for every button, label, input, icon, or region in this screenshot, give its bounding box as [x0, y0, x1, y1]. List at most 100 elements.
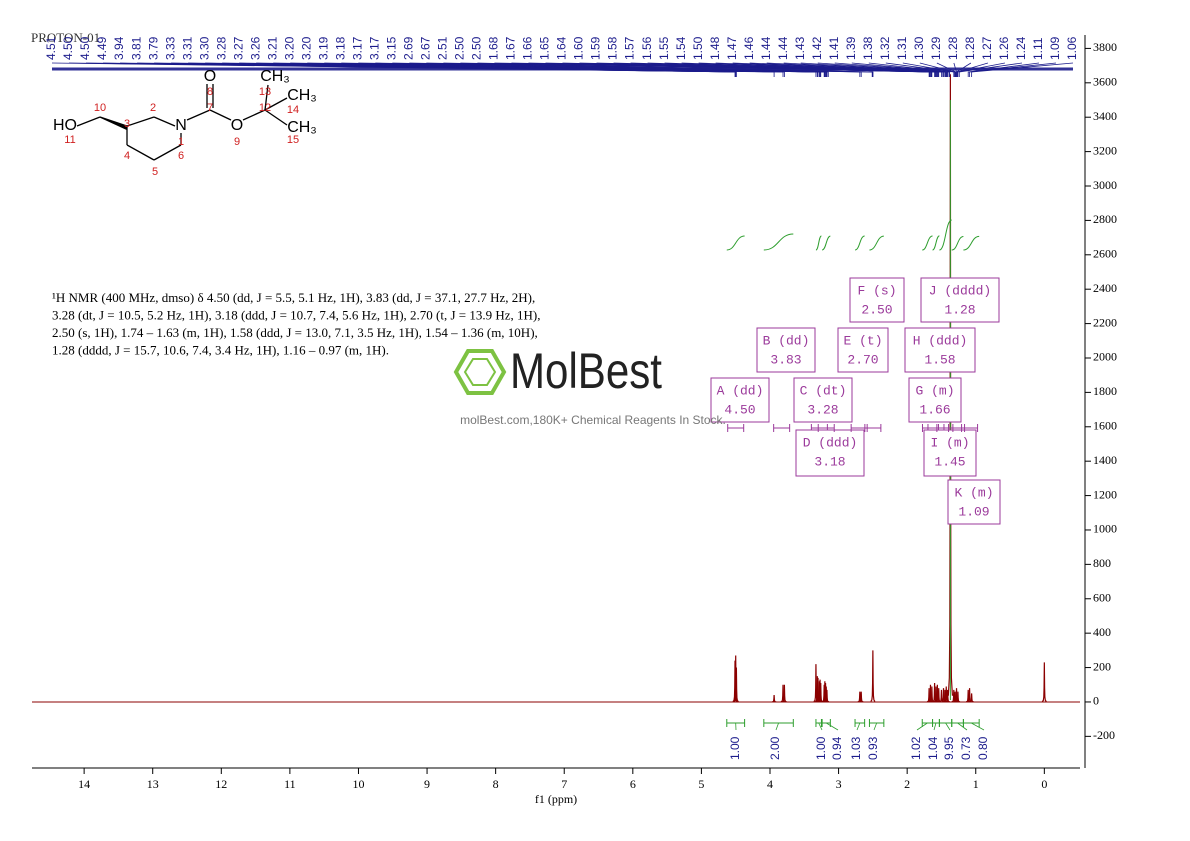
peak-label: 1.41 [827, 36, 841, 60]
integral-tick [945, 722, 951, 731]
multiplet-name: B (dd) [763, 333, 810, 348]
peak-label: 1.65 [538, 36, 552, 60]
watermark-logo [453, 349, 507, 395]
y-tick-label: 800 [1093, 556, 1111, 570]
peak-label: 1.11 [1031, 37, 1045, 60]
peak [967, 688, 972, 703]
y-tick-label: 1400 [1093, 453, 1117, 467]
y-tick-label: 2600 [1093, 247, 1117, 261]
molecule-bonds [76, 84, 288, 161]
integral-bracket [868, 719, 885, 727]
y-tick-label: 0 [1093, 694, 1099, 708]
peak-label: 1.06 [1065, 36, 1079, 60]
atom-number: 5 [152, 166, 158, 178]
peak-label: 2.50 [470, 36, 484, 60]
y-tick-label: 2200 [1093, 315, 1117, 329]
x-tick-label: 7 [561, 777, 567, 791]
multiplet-range [773, 424, 791, 432]
peak-label: 3.20 [282, 36, 296, 60]
integral-curve [951, 236, 964, 251]
multiplet-name: H (ddd) [913, 333, 968, 348]
peak-label: 1.42 [810, 36, 824, 60]
y-tick-label: 3400 [1093, 109, 1117, 123]
peak-label: 1.46 [742, 36, 756, 60]
atom-label: O [204, 68, 216, 85]
peak-label: 3.17 [350, 36, 364, 60]
peak-label: 1.26 [997, 36, 1011, 60]
peak-leader [958, 62, 1023, 77]
atom-label: N [175, 117, 187, 134]
integral-label: 0.94 [830, 736, 844, 760]
integral-label: 1.03 [849, 736, 863, 760]
x-tick-label: 6 [630, 777, 636, 791]
multiplet-range [961, 424, 979, 432]
x-tick-label: 14 [78, 777, 90, 791]
peak-label: 2.67 [419, 36, 433, 60]
peak-label: 1.48 [708, 36, 722, 60]
atom-number: 8 [207, 86, 213, 98]
integral-curve [869, 235, 884, 251]
x-tick-label: 1 [973, 777, 979, 791]
peak-label: 3.81 [129, 36, 143, 60]
peak-label: 3.94 [112, 36, 126, 60]
atom-number: 6 [178, 150, 184, 162]
integral-curve [763, 233, 794, 251]
peak-label: 1.32 [878, 36, 892, 60]
peak-label: 3.18 [333, 36, 347, 60]
peak-label: 3.30 [197, 36, 211, 60]
multiplet-box [837, 327, 889, 373]
atom-number: 10 [94, 102, 106, 114]
nmr-description: 1.28 (dddd, J = 15.7, 10.6, 7.4, 3.4 Hz,… [52, 342, 389, 357]
atom-number: 9 [234, 136, 240, 148]
peak-label: 1.39 [844, 36, 858, 60]
y-tick-label: 3000 [1093, 178, 1117, 192]
nmr-description: ¹H NMR (400 MHz, dmso) δ 4.50 (dd, J = 5… [52, 290, 535, 305]
peak-leader [392, 62, 829, 77]
peak-label: 1.56 [640, 36, 654, 60]
peak-label: 1.44 [776, 36, 790, 60]
integral-tick [957, 722, 968, 731]
peak [771, 695, 777, 703]
multiplet-name: J (dddd) [929, 283, 991, 298]
multiplet-name: F (s) [857, 283, 896, 298]
x-tick-label: 4 [767, 777, 773, 791]
integral-curve [726, 235, 745, 251]
integral-bracket [854, 719, 866, 727]
multiplet-range [727, 424, 745, 432]
peak [824, 689, 830, 703]
integral-curve [815, 235, 822, 251]
peak-leader [967, 62, 1040, 77]
x-tick-label: 10 [352, 777, 364, 791]
x-axis-label: f1 (ppm) [535, 792, 577, 806]
peak-leader [969, 62, 1057, 77]
x-tick-label: 5 [698, 777, 704, 791]
peak [818, 683, 824, 703]
y-tick-label: 2000 [1093, 350, 1117, 364]
peak [936, 688, 941, 703]
atom-label: O [231, 117, 243, 134]
atom-label: HO [53, 117, 77, 134]
multiplet-range [817, 424, 835, 432]
peak [733, 667, 739, 703]
peak [955, 691, 961, 703]
multiplet-shift: 1.28 [944, 302, 975, 317]
peak-label: 1.28 [963, 36, 977, 60]
x-tick-label: 0 [1041, 777, 1047, 791]
peak-label: 4.50 [78, 36, 92, 60]
peak-label: 1.47 [725, 36, 739, 60]
multiplet-box [793, 377, 853, 423]
peak-label: 1.24 [1014, 36, 1028, 60]
multiplet-shift: 1.58 [924, 352, 955, 367]
y-tick-label: -200 [1093, 728, 1115, 742]
multiplet-range [864, 424, 882, 432]
peak-label: 1.60 [572, 36, 586, 60]
multiplet-shift: 2.50 [861, 302, 892, 317]
integral-tick [971, 722, 985, 731]
integral-curve [821, 235, 831, 251]
integral-label: 1.00 [728, 736, 742, 760]
multiplet-name: K (m) [954, 485, 993, 500]
atom-number: 11 [64, 134, 75, 146]
peak-label: 3.19 [316, 36, 330, 60]
peak-leader [477, 62, 874, 77]
integral-tick [873, 722, 878, 731]
